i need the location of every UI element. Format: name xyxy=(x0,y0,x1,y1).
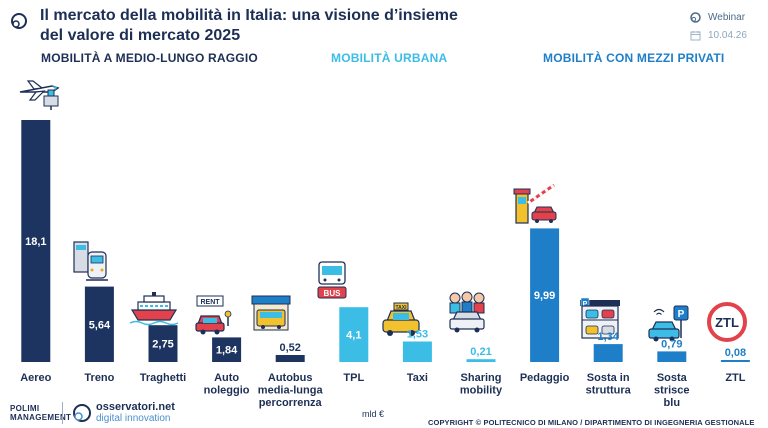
section-urban: MOBILITÀ URBANA xyxy=(331,51,448,65)
webinar-info: Webinar 10.04.26 xyxy=(690,8,747,44)
title-line-1: Il mercato della mobilità in Italia: una… xyxy=(40,7,458,24)
category-label-8: Pedaggio xyxy=(520,372,570,384)
bar-10 xyxy=(657,351,687,362)
value-label-7: 0,21 xyxy=(470,346,491,358)
bars xyxy=(21,120,750,362)
category-label-4: Autobus media-lunga percorrenza xyxy=(258,372,324,409)
polimi-line-1: POLIMI xyxy=(10,404,40,413)
osservatori-line-2: digital innovation xyxy=(96,413,171,424)
webinar-icon xyxy=(690,11,701,23)
toll-barrier-icon xyxy=(513,183,557,224)
airplane-icon xyxy=(19,80,60,110)
bus-stop-icon: BUS xyxy=(317,261,347,299)
value-label-5: 4,1 xyxy=(346,330,361,342)
svg-text:BUS: BUS xyxy=(324,289,342,298)
page-title: Il mercato della mobilità in Italia: una… xyxy=(40,6,510,46)
ztl-sign-icon: ZTL xyxy=(707,302,747,342)
category-label-2: Traghetti xyxy=(140,372,186,384)
value-label-6: 1,53 xyxy=(407,329,428,341)
unit-label: mld € xyxy=(362,409,385,419)
value-label-9: 1,34 xyxy=(597,331,619,343)
svg-text:P: P xyxy=(678,309,685,320)
parking-garage-icon: P xyxy=(580,297,620,339)
category-label-11: ZTL xyxy=(725,372,745,384)
svg-text:P: P xyxy=(583,301,588,308)
bus-station-icon xyxy=(251,295,291,331)
category-label-1: Treno xyxy=(84,372,114,384)
svg-text:TAXI: TAXI xyxy=(395,305,407,311)
polimi-line-2: MANAGEMENT xyxy=(10,413,72,422)
value-label-1: 5,64 xyxy=(89,319,111,331)
bar-9 xyxy=(593,344,623,362)
category-label-0: Aereo xyxy=(20,372,51,384)
chart-icons: RENT BUS T xyxy=(19,80,747,342)
value-label-0: 18,1 xyxy=(25,236,46,248)
value-label-10: 0,79 xyxy=(661,338,682,350)
bar-7 xyxy=(466,359,496,362)
category-label-7: Sharing mobility xyxy=(460,372,503,397)
category-label-9: Sosta in struttura xyxy=(586,372,632,397)
category-label-5: TPL xyxy=(343,372,364,384)
bar-0 xyxy=(21,120,51,362)
webinar-label: Webinar xyxy=(708,11,746,23)
category-labels: Aereo Treno Traghetti Auto noleggio Autobus me… xyxy=(20,372,746,409)
title-line-2: del valore di mercato 2025 xyxy=(40,27,241,44)
calendar-icon xyxy=(690,30,701,40)
polimi-logo: POLIMI MANAGEMENT xyxy=(10,404,71,422)
bar-6 xyxy=(402,341,432,362)
osservatori-logo: osservatori.net digital innovation xyxy=(72,402,175,424)
value-labels: 18,1 5,64 2,75 1,84 0,52 4,1 1,53 0,21 9,99 1,34 0… xyxy=(25,236,746,359)
section-private: MOBILITÀ CON MEZZI PRIVATI xyxy=(543,51,725,65)
smart-parking-icon: P xyxy=(648,305,689,342)
taxi-icon: TAXI xyxy=(382,302,420,336)
value-label-2: 2,75 xyxy=(152,339,173,351)
value-label-11: 0,08 xyxy=(725,347,746,359)
bar-11 xyxy=(720,360,750,362)
svg-text:RENT: RENT xyxy=(200,299,220,306)
osservatori-icon xyxy=(73,404,91,422)
mobility-logo-icon xyxy=(11,13,27,29)
footer-divider xyxy=(62,402,63,424)
car-sharing-icon xyxy=(449,291,485,333)
ztl-sign-text: ZTL xyxy=(715,315,739,330)
bar-3 xyxy=(212,337,242,362)
value-label-3: 1,84 xyxy=(216,345,238,357)
osservatori-line-1: osservatori.net xyxy=(96,401,175,413)
bar-5 xyxy=(339,307,369,362)
train-icon xyxy=(73,241,108,281)
section-long-range: MOBILITÀ A MEDIO-LUNGO RAGGIO xyxy=(41,51,258,65)
category-label-10: Sosta strisce blu xyxy=(654,372,689,409)
category-label-3: Auto noleggio xyxy=(204,372,250,397)
category-label-6: Taxi xyxy=(407,372,428,384)
ferry-icon xyxy=(129,292,179,326)
value-label-4: 0,52 xyxy=(279,342,300,354)
bar-4 xyxy=(275,355,305,362)
car-rental-icon: RENT xyxy=(195,295,232,335)
bar-8 xyxy=(530,228,560,362)
bar-2 xyxy=(148,325,178,362)
webinar-date: 10.04.26 xyxy=(708,29,747,41)
value-label-8: 9,99 xyxy=(534,290,555,302)
copyright-text: COPYRIGHT © POLITECNICO DI MILANO / DIPA… xyxy=(428,418,755,427)
bar-1 xyxy=(84,286,114,362)
